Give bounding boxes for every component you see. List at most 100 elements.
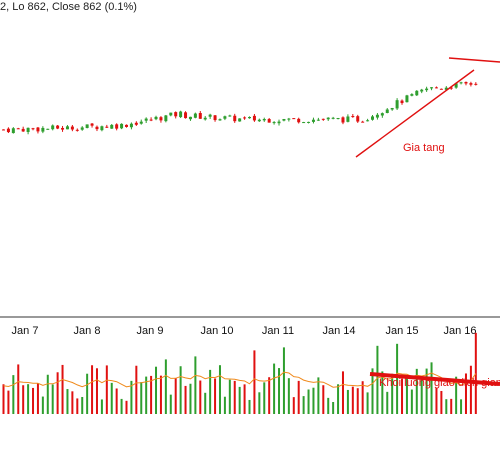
volume-bar bbox=[420, 379, 423, 414]
volume-bar bbox=[297, 380, 300, 414]
volume-bar bbox=[445, 399, 448, 414]
candle bbox=[321, 118, 325, 121]
candle bbox=[16, 127, 20, 130]
volume-bar bbox=[391, 373, 394, 414]
volume-bar bbox=[435, 387, 438, 414]
candle bbox=[75, 128, 79, 132]
volume-bar bbox=[150, 375, 153, 414]
candle bbox=[439, 88, 443, 90]
candle bbox=[444, 86, 448, 91]
candle bbox=[90, 123, 94, 128]
candle bbox=[120, 123, 124, 130]
volume-bar bbox=[243, 384, 246, 414]
candle bbox=[316, 117, 320, 121]
volume-bar bbox=[351, 386, 354, 414]
candle bbox=[51, 124, 55, 131]
volume-bar bbox=[115, 388, 118, 414]
volume-bar bbox=[56, 372, 59, 414]
x-tick-label: Jan 11 bbox=[262, 325, 294, 337]
candle bbox=[375, 113, 379, 120]
volume-bar bbox=[184, 385, 187, 414]
volume-bar bbox=[2, 384, 5, 414]
candle bbox=[282, 118, 286, 122]
candle bbox=[243, 116, 247, 120]
volume-bar bbox=[189, 383, 192, 414]
candle bbox=[434, 86, 438, 89]
volume-bar bbox=[361, 381, 364, 414]
volume-bar bbox=[209, 369, 212, 414]
candle bbox=[56, 124, 60, 130]
volume-bar bbox=[238, 386, 241, 414]
volume-bar bbox=[341, 371, 344, 414]
candle bbox=[154, 115, 158, 121]
volume-bar bbox=[51, 384, 54, 414]
volume-bar bbox=[366, 392, 369, 414]
candle bbox=[188, 116, 192, 121]
candle bbox=[410, 93, 414, 97]
candle bbox=[326, 117, 330, 121]
volume-series bbox=[2, 332, 477, 414]
candle bbox=[233, 113, 237, 123]
volume-bar bbox=[110, 382, 113, 414]
volume-bar bbox=[66, 389, 69, 414]
candle bbox=[272, 121, 276, 125]
candle bbox=[208, 113, 212, 119]
volume-bar bbox=[228, 379, 231, 414]
candle bbox=[65, 125, 69, 130]
candle bbox=[307, 121, 311, 124]
volume-bar bbox=[386, 391, 389, 414]
candle bbox=[2, 129, 5, 131]
candle bbox=[469, 81, 473, 87]
volume-bar bbox=[174, 378, 177, 414]
volume-bar bbox=[169, 394, 172, 414]
volume-bar bbox=[248, 399, 251, 414]
candle bbox=[371, 114, 374, 121]
volume-bar bbox=[396, 343, 399, 414]
volume-bar bbox=[27, 384, 30, 414]
volume-bar bbox=[430, 362, 433, 414]
volume-bar bbox=[450, 398, 453, 414]
candlestick-series bbox=[2, 81, 478, 135]
candle bbox=[346, 114, 350, 123]
volume-bar bbox=[155, 366, 158, 414]
volume-annotation-label: Khoi luong giao dich giam bbox=[379, 377, 500, 389]
volume-bar bbox=[140, 382, 143, 414]
candle bbox=[11, 127, 15, 134]
volume-bar bbox=[302, 396, 305, 414]
volume-bar bbox=[22, 385, 25, 414]
candle bbox=[129, 122, 133, 130]
volume-bar bbox=[71, 391, 74, 414]
volume-bar bbox=[381, 371, 384, 414]
volume-bar bbox=[41, 396, 44, 414]
volume-bar bbox=[405, 375, 408, 414]
candle bbox=[385, 108, 389, 114]
candle bbox=[139, 119, 143, 125]
candle bbox=[380, 112, 384, 118]
volume-bar bbox=[95, 368, 98, 414]
volume-bar bbox=[282, 347, 285, 414]
candle bbox=[341, 116, 345, 125]
candle bbox=[257, 118, 261, 122]
candle bbox=[31, 127, 35, 131]
volume-bar bbox=[81, 396, 84, 414]
volume-bar bbox=[199, 380, 202, 414]
volume-bar bbox=[253, 350, 256, 414]
volume-bar bbox=[332, 401, 335, 414]
volume-bar bbox=[76, 398, 79, 414]
volume-bar bbox=[164, 359, 167, 414]
candle bbox=[336, 117, 340, 120]
candle bbox=[159, 116, 163, 123]
volume-ma-line bbox=[3, 371, 477, 388]
volume-bar bbox=[346, 389, 349, 414]
candle bbox=[95, 125, 99, 132]
candle bbox=[287, 117, 291, 122]
volume-bar bbox=[130, 380, 133, 414]
volume-bar bbox=[179, 366, 182, 414]
volume-bar bbox=[32, 387, 35, 414]
candle bbox=[400, 99, 404, 105]
volume-trendline bbox=[369, 372, 500, 386]
volume-bar bbox=[278, 368, 281, 414]
candle bbox=[405, 94, 409, 103]
volume-bar bbox=[376, 345, 379, 414]
candle bbox=[390, 107, 394, 111]
